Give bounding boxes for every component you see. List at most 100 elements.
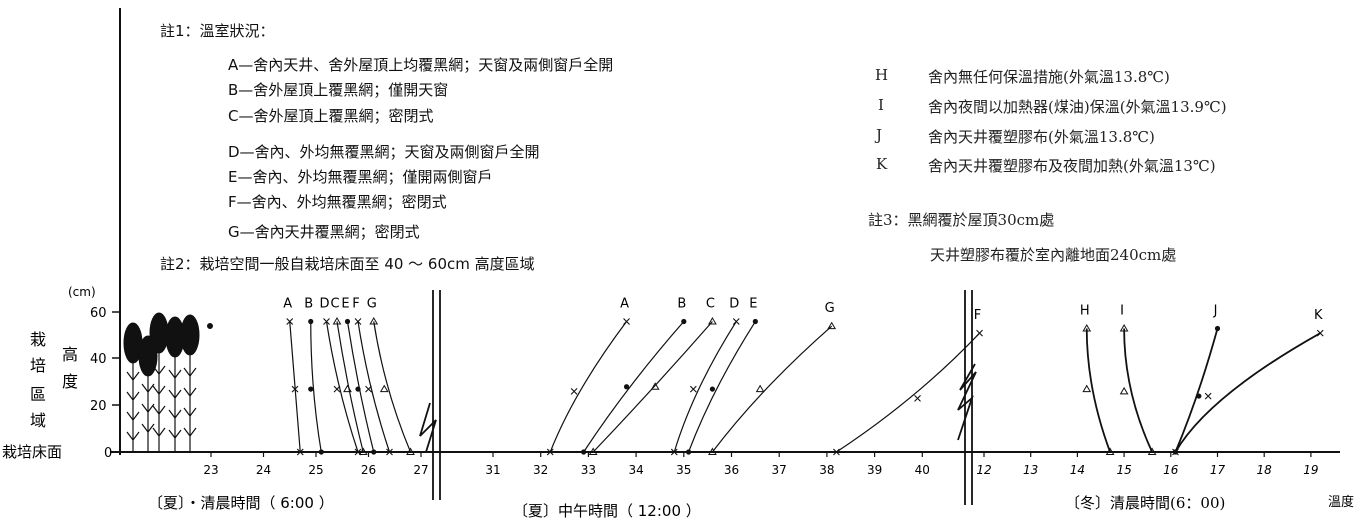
x-tick-label: 23 xyxy=(203,463,218,477)
y-label-zone-2: 培 xyxy=(30,356,46,375)
x-tick-label: 38 xyxy=(819,463,834,477)
series-point-d xyxy=(689,385,697,393)
note1-item-c: C—舍外屋頂上覆黑網；密閉式 xyxy=(228,107,434,125)
series-line-h xyxy=(1085,328,1111,453)
series-label-b: B xyxy=(677,297,686,312)
series-point-a xyxy=(546,448,554,456)
x-tick-label: 13 xyxy=(1023,463,1038,477)
series-label-c: C xyxy=(330,297,339,312)
x-tick-label: 31 xyxy=(485,463,500,477)
panels-layer: 23 24 25 26 27A B D C E F G31 32 33 34 35 36 37 38 39 40A B C… xyxy=(203,297,1324,477)
series-point-b xyxy=(308,386,314,392)
series-point-g xyxy=(369,317,379,325)
series-point-c xyxy=(343,384,352,393)
series-label-e: E xyxy=(341,297,349,312)
series-point-c xyxy=(358,447,368,455)
series-line-f xyxy=(836,332,980,453)
series-label-g: G xyxy=(367,297,377,312)
series-label-k: K xyxy=(1314,308,1323,323)
series-line-a xyxy=(549,321,628,453)
series-line-j xyxy=(1174,328,1219,453)
series-point-a xyxy=(570,388,578,395)
series-point-g xyxy=(406,447,415,455)
series-point-i xyxy=(1119,324,1129,332)
series-line-c xyxy=(592,321,713,453)
plant-illustration xyxy=(123,312,213,452)
x-unit-label: 溫度 xyxy=(1328,494,1354,510)
series-line-g xyxy=(373,321,412,453)
x-tick-label: 24 xyxy=(256,463,271,477)
series-line-b xyxy=(583,321,685,453)
note1-item-b: B—舍外屋頂上覆黑網；僅開天窗 xyxy=(228,81,449,99)
right-key-k: K xyxy=(876,155,888,173)
note3-line1: 註3：黑網覆於屋頂30cm處 xyxy=(868,211,1055,229)
x-tick-label: 36 xyxy=(724,463,739,477)
series-line-g xyxy=(711,325,833,453)
series-point-g xyxy=(708,447,717,455)
x-tick-label: 18 xyxy=(1257,463,1273,477)
x-tick-label: 19 xyxy=(1303,463,1318,477)
axis-break-2 xyxy=(957,290,977,505)
series-label-a: A xyxy=(620,297,629,312)
series-point-e xyxy=(709,386,716,392)
series-point-h xyxy=(1082,324,1092,332)
series-label-d: D xyxy=(729,297,739,312)
series-point-b xyxy=(623,384,630,390)
series-label-g: G xyxy=(825,301,835,316)
series-label-f: F xyxy=(352,297,359,312)
series-point-c xyxy=(588,447,598,455)
series-label-d: D xyxy=(319,297,329,312)
series-point-d xyxy=(333,385,341,393)
series-point-e xyxy=(752,318,758,325)
series-label-f: F xyxy=(974,308,981,323)
note1-item-e: E—舍內、外均無覆黑網；僅開兩側窗戶 xyxy=(228,168,493,186)
right-key-i: I xyxy=(878,96,884,114)
series-point-f xyxy=(976,329,983,337)
series-point-b xyxy=(318,449,324,455)
x-tick-label: 26 xyxy=(361,463,376,477)
series-line-e xyxy=(688,321,756,453)
series-point-h xyxy=(1105,447,1115,455)
series-point-d xyxy=(670,448,678,456)
series-point-b xyxy=(581,449,587,455)
series-point-f xyxy=(833,448,840,456)
y-label-zone-4: 域 xyxy=(30,411,46,430)
series-point-e xyxy=(344,318,351,325)
note1-item-d: D—舍內、外均無覆黑網；天窗及兩側窗戶全開 xyxy=(228,143,540,161)
note1-item-g: G—舍內天井覆黑網；密閉式 xyxy=(228,223,420,241)
series-point-d xyxy=(323,318,330,325)
series-point-g xyxy=(755,384,765,393)
x-tick-label: 40 xyxy=(915,463,930,477)
right-key-j: J xyxy=(876,126,883,144)
series-point-k xyxy=(1316,329,1324,337)
series-point-d xyxy=(732,318,740,325)
series-point-a xyxy=(286,318,294,325)
x-tick-label: 34 xyxy=(628,463,643,477)
x-tick-label: 12 xyxy=(976,463,991,477)
x-tick-label: 27 xyxy=(413,463,428,477)
series-point-k xyxy=(1172,448,1179,456)
y-unit-label: (cm) xyxy=(68,285,96,299)
series-point-e xyxy=(685,449,692,455)
y-zero-label: 栽培床面 xyxy=(2,443,62,461)
series-point-e xyxy=(355,386,361,392)
note2: 註2：栽培空間一般自栽培床面至 40 ～ 60cm 高度區域 xyxy=(160,255,535,273)
series-point-b xyxy=(308,318,314,325)
series-point-e xyxy=(371,449,377,455)
x-tick-label: 39 xyxy=(867,463,882,477)
right-text-k: 舍內天井覆塑膠布及夜間加熱(外氣溫13℃) xyxy=(928,157,1216,175)
series-line-d xyxy=(325,321,359,453)
note1-title: 註1：溫室狀況： xyxy=(160,22,275,40)
series-point-i xyxy=(1119,386,1129,395)
series-line-k xyxy=(1174,332,1321,453)
y-label-zone-3: 區 xyxy=(30,385,46,404)
series-point-c xyxy=(650,382,660,390)
y-label-zone-1: 栽 xyxy=(30,330,46,349)
x-tick-label: 33 xyxy=(581,463,596,477)
series-point-j xyxy=(1214,325,1221,332)
x-tick-label: 14 xyxy=(1070,463,1085,477)
series-point-a xyxy=(291,385,299,393)
caption-summer-morning: 〔夏〕・清晨時間（ 6:00 ） xyxy=(148,494,334,512)
series-label-a: A xyxy=(283,297,292,312)
